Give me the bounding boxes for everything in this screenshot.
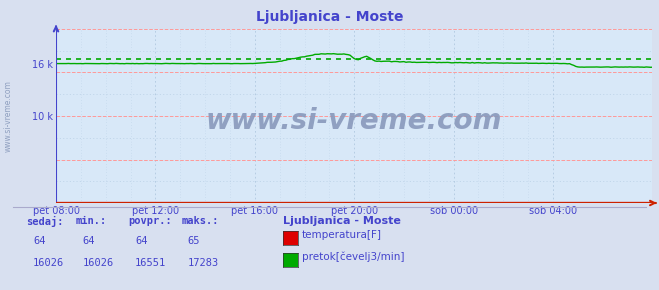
Text: 64: 64: [82, 236, 95, 246]
Text: 17283: 17283: [188, 258, 219, 268]
Text: 16551: 16551: [135, 258, 166, 268]
Text: sedaj:: sedaj:: [26, 216, 64, 227]
Text: maks.:: maks.:: [181, 216, 219, 226]
Text: temperatura[F]: temperatura[F]: [302, 231, 382, 240]
Text: min.:: min.:: [76, 216, 107, 226]
Text: 64: 64: [135, 236, 148, 246]
Text: 65: 65: [188, 236, 200, 246]
Text: www.si-vreme.com: www.si-vreme.com: [206, 107, 502, 135]
Text: pretok[čevelj3/min]: pretok[čevelj3/min]: [302, 252, 405, 262]
Text: 16026: 16026: [82, 258, 113, 268]
Text: Ljubljanica - Moste: Ljubljanica - Moste: [256, 10, 403, 24]
Text: 16026: 16026: [33, 258, 64, 268]
Text: www.si-vreme.com: www.si-vreme.com: [3, 80, 13, 152]
Text: Ljubljanica - Moste: Ljubljanica - Moste: [283, 216, 401, 226]
Text: povpr.:: povpr.:: [129, 216, 172, 226]
Text: 64: 64: [33, 236, 45, 246]
